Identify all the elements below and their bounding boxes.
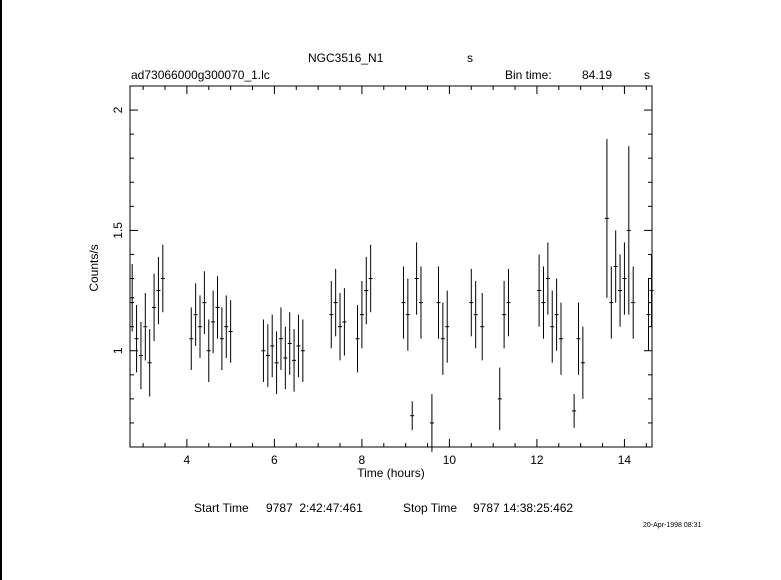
data-point bbox=[440, 302, 445, 375]
x-tick-label: 12 bbox=[530, 453, 544, 467]
y-tick-label: 1.5 bbox=[111, 222, 125, 239]
data-point bbox=[545, 242, 550, 315]
x-tick-label: 6 bbox=[271, 453, 278, 467]
data-point bbox=[300, 319, 305, 383]
x-tick-label: 4 bbox=[184, 453, 191, 467]
x-axis-label: Time (hours) bbox=[357, 466, 425, 480]
plot-frame bbox=[129, 85, 653, 448]
start-time-label: Start Time bbox=[194, 501, 249, 515]
data-point bbox=[206, 319, 211, 383]
data-point bbox=[219, 307, 224, 370]
data-point bbox=[134, 305, 139, 373]
data-point bbox=[160, 244, 165, 313]
data-point bbox=[554, 278, 559, 351]
start-time-value: 9787 2:42:47:461 bbox=[266, 501, 363, 515]
data-point bbox=[292, 329, 297, 392]
axis-ticks bbox=[130, 85, 652, 447]
data-point bbox=[480, 292, 485, 361]
data-point bbox=[202, 271, 207, 334]
bin-time-unit: s bbox=[644, 68, 650, 82]
bin-time-value: 84.19 bbox=[582, 68, 613, 82]
y-tick-label: 1 bbox=[111, 347, 125, 354]
data-point bbox=[541, 266, 546, 339]
data-point bbox=[143, 292, 148, 361]
object-unit: s bbox=[467, 51, 473, 65]
data-point bbox=[359, 280, 364, 349]
data-point bbox=[278, 307, 283, 370]
data-point bbox=[410, 401, 415, 431]
x-tick-label: 10 bbox=[443, 453, 457, 467]
data-point bbox=[631, 266, 636, 339]
x-tick-label: 8 bbox=[359, 453, 366, 467]
data-point bbox=[613, 230, 618, 303]
data-points bbox=[130, 138, 654, 452]
data-point bbox=[550, 290, 555, 363]
data-point bbox=[418, 266, 423, 339]
data-point bbox=[224, 295, 229, 358]
data-point bbox=[497, 367, 502, 431]
data-point bbox=[296, 314, 301, 378]
data-point bbox=[270, 314, 275, 378]
tick-labels: 4 6 8 10 12 14 1 1.5 2 bbox=[111, 106, 631, 467]
data-point bbox=[338, 292, 343, 361]
data-point bbox=[198, 295, 203, 358]
data-point bbox=[130, 264, 135, 332]
data-point bbox=[329, 280, 334, 349]
page-border bbox=[0, 0, 2, 580]
data-point bbox=[283, 326, 288, 390]
data-point bbox=[626, 146, 631, 315]
data-point bbox=[502, 280, 507, 349]
bin-time-label: Bin time: bbox=[505, 68, 552, 82]
data-point bbox=[445, 290, 450, 363]
data-point bbox=[215, 276, 220, 339]
data-point bbox=[580, 326, 585, 399]
data-point bbox=[414, 242, 419, 315]
data-point bbox=[572, 394, 577, 428]
data-point bbox=[537, 254, 542, 327]
data-point bbox=[604, 138, 609, 298]
data-point bbox=[469, 268, 474, 337]
data-point bbox=[193, 283, 198, 346]
data-point bbox=[618, 254, 623, 327]
data-point bbox=[436, 266, 441, 339]
data-point bbox=[649, 254, 654, 327]
data-point bbox=[138, 321, 143, 390]
data-point bbox=[576, 302, 581, 375]
plot-date: 20-Apr-1998 08:31 bbox=[643, 522, 702, 529]
data-point bbox=[368, 244, 373, 313]
data-point bbox=[473, 280, 478, 349]
y-axis-label: Counts/s bbox=[87, 244, 101, 291]
data-point bbox=[429, 394, 434, 452]
data-point bbox=[355, 305, 360, 373]
data-point bbox=[265, 324, 270, 387]
data-point bbox=[364, 256, 369, 325]
data-point bbox=[156, 256, 161, 325]
data-point bbox=[401, 266, 406, 339]
data-point bbox=[274, 331, 279, 395]
data-point bbox=[646, 278, 651, 351]
data-point bbox=[152, 273, 157, 342]
data-point bbox=[342, 288, 347, 356]
data-point bbox=[287, 312, 292, 375]
object-name: NGC3516_N1 bbox=[308, 51, 384, 65]
data-point bbox=[622, 242, 627, 315]
data-point bbox=[609, 266, 614, 339]
data-point bbox=[261, 319, 266, 383]
data-point bbox=[558, 302, 563, 375]
data-point bbox=[333, 268, 338, 337]
y-tick-label: 2 bbox=[111, 106, 125, 113]
stop-time-label: Stop Time bbox=[403, 501, 458, 515]
data-point bbox=[189, 307, 194, 370]
data-point bbox=[147, 329, 152, 397]
data-point bbox=[405, 278, 410, 351]
file-name: ad73066000g300070_1.lc bbox=[131, 68, 270, 82]
stop-time-value: 9787 14:38:25:462 bbox=[473, 501, 574, 515]
x-tick-label: 14 bbox=[618, 453, 632, 467]
data-point bbox=[211, 290, 216, 354]
data-point bbox=[506, 268, 511, 337]
data-point bbox=[228, 300, 233, 363]
